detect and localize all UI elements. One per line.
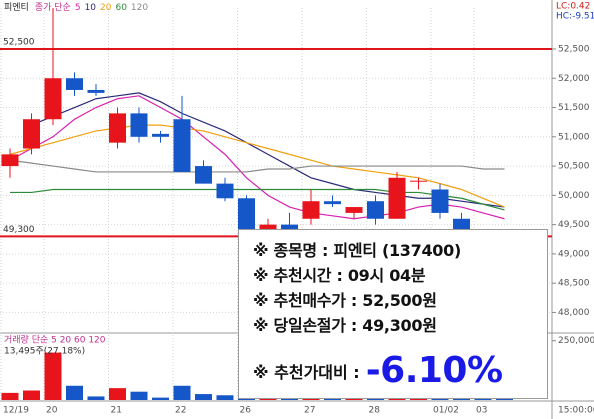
ma-line [10,188,505,211]
volume-bar [130,391,148,400]
candle-body [238,198,255,234]
info-row: ※ 추천시간 : 09시 04분 [253,266,426,285]
candle-body [324,201,341,205]
y-tick-label: 52,500 [558,44,590,54]
time-label: 15:00:00 [558,406,594,416]
legend-entry: 20 [100,3,112,13]
ma-line [9,95,505,220]
candle-body [109,113,126,143]
x-tick-label: 28 [369,406,381,416]
x-tick-label: 20 [46,406,58,416]
volume-bar [216,395,234,400]
candle-body [152,133,169,137]
x-tick-label: 21 [111,406,122,416]
info-row: ※ 추천매수가 : 52,500원 [253,291,437,310]
volume-bar [173,385,191,400]
candle-body [281,224,298,231]
volume-tick-label: 250,000 [558,336,594,346]
y-tick-label: 49,500 [558,220,590,230]
highlight-value: -6.10% [365,350,503,391]
x-tick-label: 01/02 [433,406,459,416]
volume-bar [66,385,83,400]
legend-prefix: 종가 단순 [35,2,71,13]
candle-body [367,201,384,219]
x-tick-label: 26 [240,406,252,416]
volume-bar [1,392,19,400]
x-tick-label: 22 [175,406,186,416]
indicator-label: LC:0.42 [556,2,590,12]
highlight-row: ※ 추천가대비 : -6.10% [253,350,547,391]
candle-body [1,154,19,167]
volume-current: 13,495주(27.18%) [4,346,85,357]
candle-body [87,89,105,93]
y-tick-label: 48,500 [558,279,590,289]
ma-legend: 피엔티 종가 단순 5 10 20 60 120 [4,2,148,13]
y-tick-label: 51,000 [558,132,590,142]
legend-entry: 60 [115,3,127,13]
ma-line [9,159,505,173]
candle-body [259,224,277,231]
y-tick-label: 48,000 [558,308,590,318]
highlight-label: ※ 추천가대비 : [253,362,360,382]
volume-bar [23,390,40,400]
candle-body [173,119,191,172]
volume-bar [152,397,169,400]
candle-body [302,201,320,219]
candle-body [130,113,148,137]
ma-line [31,92,505,208]
candle-body [195,166,212,184]
legend-entry: 120 [131,3,148,13]
x-tick-label: 12/19 [3,406,29,416]
reference-label: 52,500 [3,37,35,47]
volume-bar [44,352,62,400]
y-tick-label: 49,000 [558,249,590,259]
volume-bar [195,394,212,400]
x-tick-label: 03 [476,406,487,416]
info-box: ※ 종목명 : 피엔티 (137400) ※ 추천시간 : 09시 04분 ※ … [238,229,548,399]
legend-entry: 5 [75,3,81,13]
info-row: ※ 당일손절가 : 49,300원 [253,316,437,335]
y-tick-label: 52,000 [558,74,590,84]
candle-body [410,180,427,182]
y-tick-label: 51,500 [558,103,590,113]
info-row: ※ 종목명 : 피엔티 (137400) [253,241,461,260]
candle-body [44,78,62,120]
y-tick-label: 50,000 [558,191,590,201]
candle-body [345,207,363,213]
candle-body [23,119,40,149]
indicator-label: HC:-9.51 [556,12,594,22]
candle-body [216,183,234,199]
volume-legend: 거래량 단순 5 20 60 120 [4,334,106,346]
x-tick-label: 27 [304,406,315,416]
ma-line [9,124,505,208]
volume-bar [87,396,105,400]
y-tick-label: 50,500 [558,162,590,172]
candle-body [431,189,449,213]
legend-entry: 10 [85,3,97,13]
volume-bar [109,388,126,400]
reference-label: 49,300 [3,225,35,235]
stock-name: 피엔티 [4,2,29,13]
candle-body [66,78,83,90]
candle-body [388,177,406,219]
